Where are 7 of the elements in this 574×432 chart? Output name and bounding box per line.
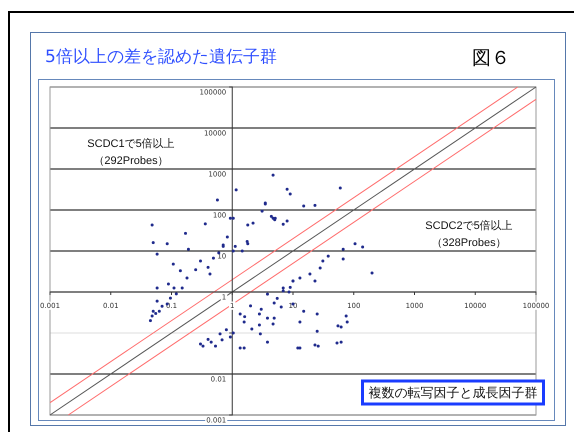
annotation: SCDC2で5倍以上	[425, 219, 513, 232]
annotation: 複数の転写因子と成長因子群	[368, 385, 538, 400]
annotation: （328Probes）	[431, 237, 507, 249]
chart-title: 5倍以上の差を認めた遺伝子群	[45, 47, 277, 67]
annotation: SCDC1で5倍以上	[87, 137, 175, 150]
chart-subtitle: 図６	[472, 47, 510, 69]
annotation: （292Probes）	[93, 155, 169, 167]
